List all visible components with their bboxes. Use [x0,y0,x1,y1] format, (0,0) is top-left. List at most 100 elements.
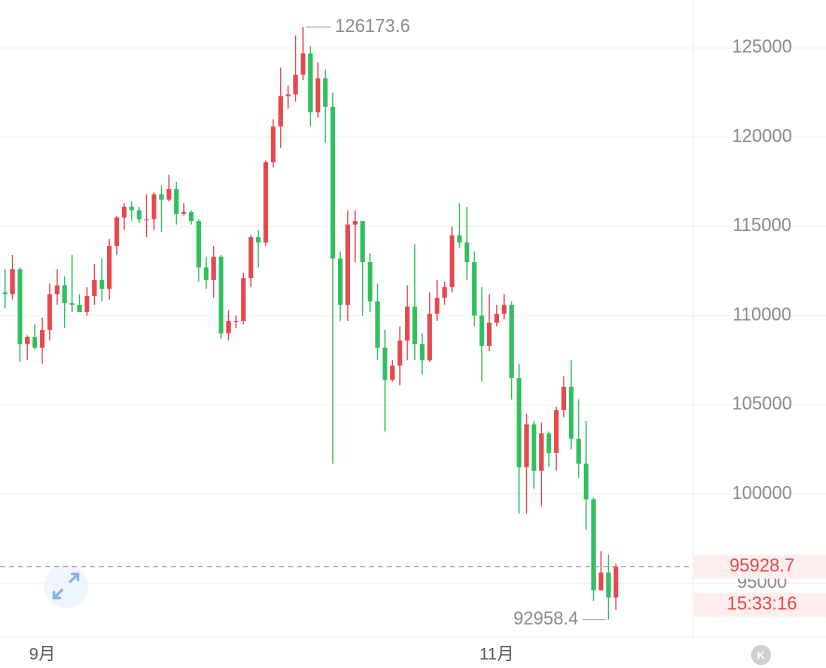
candle-body [568,386,574,439]
x-tick-label: 11月 [479,644,514,663]
candle-body [211,256,216,280]
candle-body [174,188,179,214]
candle-body [464,242,470,263]
candle-body [457,235,462,243]
candle-body [509,304,514,379]
candle-body [434,297,440,314]
k-button[interactable]: K [751,645,771,665]
candle-body [285,94,291,97]
candle-body [494,313,499,323]
y-tick-label: 115000 [733,215,792,235]
candle-body [360,221,365,263]
candle-body [531,424,537,471]
candle-body [323,78,328,107]
candle-body [47,294,52,330]
last-price-label: 95928.7 [729,555,794,575]
low-label: 92958.4 [513,608,578,628]
candle-body [390,365,395,380]
candle-body [337,258,343,305]
k-button-bg[interactable] [751,645,771,665]
candle-body [546,433,552,453]
expand-icon[interactable] [52,572,80,600]
candle-body [449,235,455,288]
candle-body [263,162,269,243]
candle-body [114,217,120,247]
candle-body [352,221,358,225]
candle-body [159,194,164,200]
candle-body [107,246,112,289]
y-tick-label: 110000 [733,304,792,324]
candle-body [501,304,507,314]
expand-button[interactable] [44,564,88,608]
candle-body [92,279,97,296]
k-button-label[interactable]: K [757,650,765,662]
candle-body [144,219,149,221]
candle-body [583,463,589,500]
y-tick-label: 125000 [732,37,792,57]
candle-body [308,53,313,113]
y-tick-label: 120000 [732,126,792,146]
candle-body [166,188,172,200]
candle-body [62,285,67,304]
x-tick-label: 9月 [29,644,55,663]
candle-body [241,278,246,321]
last-price-box [694,554,826,579]
last-time-label: 15:33:16 [727,593,797,613]
candle-body [2,292,8,295]
candle-body [39,329,45,348]
candle-body [226,320,231,334]
candle-body [598,572,604,591]
candle-body [136,210,142,220]
candle-body [345,224,350,305]
candle-body [554,410,559,453]
candle-body [479,315,485,346]
y-tick-label: 100000 [732,483,792,503]
candle-body [77,304,82,313]
candle-body [405,306,410,341]
candle-body [293,74,298,95]
candle-body [419,344,425,361]
candle-body [278,96,283,127]
candle-body [181,212,187,214]
candle-body [196,221,201,268]
candle-body [84,295,90,313]
candle-body [121,206,127,218]
candle-body [99,279,105,289]
candle-body [330,106,336,259]
candle-body [561,386,567,411]
candle-body [367,262,373,302]
expand-bg[interactable] [44,564,88,608]
candle-body [427,313,432,361]
candle-body [315,78,321,113]
high-label: 126173.6 [335,16,410,36]
candle-body [524,424,529,468]
candle-body [375,301,380,348]
candle-body [300,53,306,75]
candle-body [188,212,194,222]
candle-body [25,337,30,345]
candle-body [203,267,209,280]
candle-body [442,287,447,298]
y-tick-label: 105000 [732,394,792,414]
candle-body [606,572,611,598]
candle-body [516,378,522,468]
candle-body [591,499,596,591]
candle-body [248,237,254,279]
candle-body [54,285,60,295]
candle-body [472,262,477,316]
candle-body [539,433,544,471]
last-time-box [694,592,826,617]
candle-body [486,322,492,346]
candle-body [576,438,581,464]
candle-body [129,206,134,211]
candle-body [10,269,15,295]
candle-body [233,320,239,322]
candle-body [382,347,388,380]
candle-body [397,340,403,366]
candle-body [17,269,23,345]
candle-body [256,237,261,243]
candle-body [69,303,75,305]
candle-body [270,126,276,163]
candle-body [613,566,619,598]
